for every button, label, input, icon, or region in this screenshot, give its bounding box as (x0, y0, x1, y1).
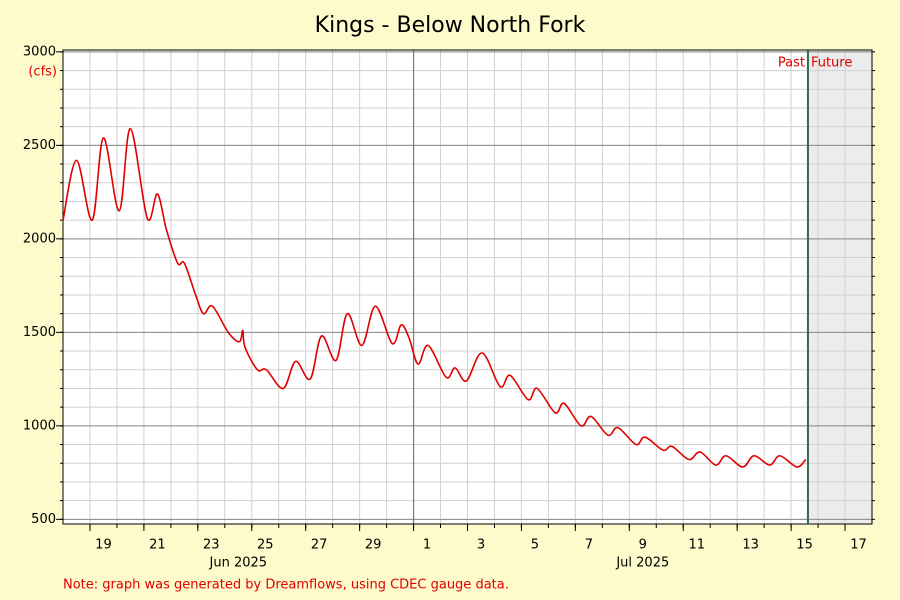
note: Note: graph was generated by Dreamflows,… (63, 578, 509, 593)
x-tick-label: 21 (149, 538, 166, 553)
x-tick-label: 25 (257, 538, 274, 553)
x-tick-label: 9 (639, 538, 647, 553)
y-tick-label: 2000 (23, 231, 56, 246)
x-tick-label: 29 (365, 538, 382, 553)
y-tick-label: 3000 (23, 44, 56, 59)
y-tick-label: 500 (31, 512, 56, 527)
y-tick-label: 1000 (23, 418, 56, 433)
x-tick-label: 15 (796, 538, 813, 553)
flow-line (62, 127, 807, 468)
y-unit: (cfs) (28, 65, 57, 80)
x-tick-label: 7 (585, 538, 593, 553)
future-label: Future (811, 56, 852, 71)
x-tick-label: 27 (311, 538, 328, 553)
past-label: Past (778, 56, 805, 71)
x-tick-label: 5 (531, 538, 539, 553)
month-label: Jul 2025 (615, 556, 669, 571)
x-tick-label: 3 (477, 538, 485, 553)
x-tick-label: 13 (742, 538, 759, 553)
y-tick-label: 1500 (23, 325, 56, 340)
future-region (807, 50, 872, 524)
month-label: Jun 2025 (209, 556, 268, 571)
y-tick-label: 2500 (23, 138, 56, 153)
x-tick-label: 1 (423, 538, 431, 553)
x-tick-label: 23 (203, 538, 220, 553)
x-tick-label: 11 (688, 538, 705, 553)
x-tick-label: 17 (850, 538, 867, 553)
plot-border (62, 49, 873, 525)
x-tick-label: 19 (95, 538, 112, 553)
chart-title: Kings - Below North Fork (315, 13, 586, 38)
